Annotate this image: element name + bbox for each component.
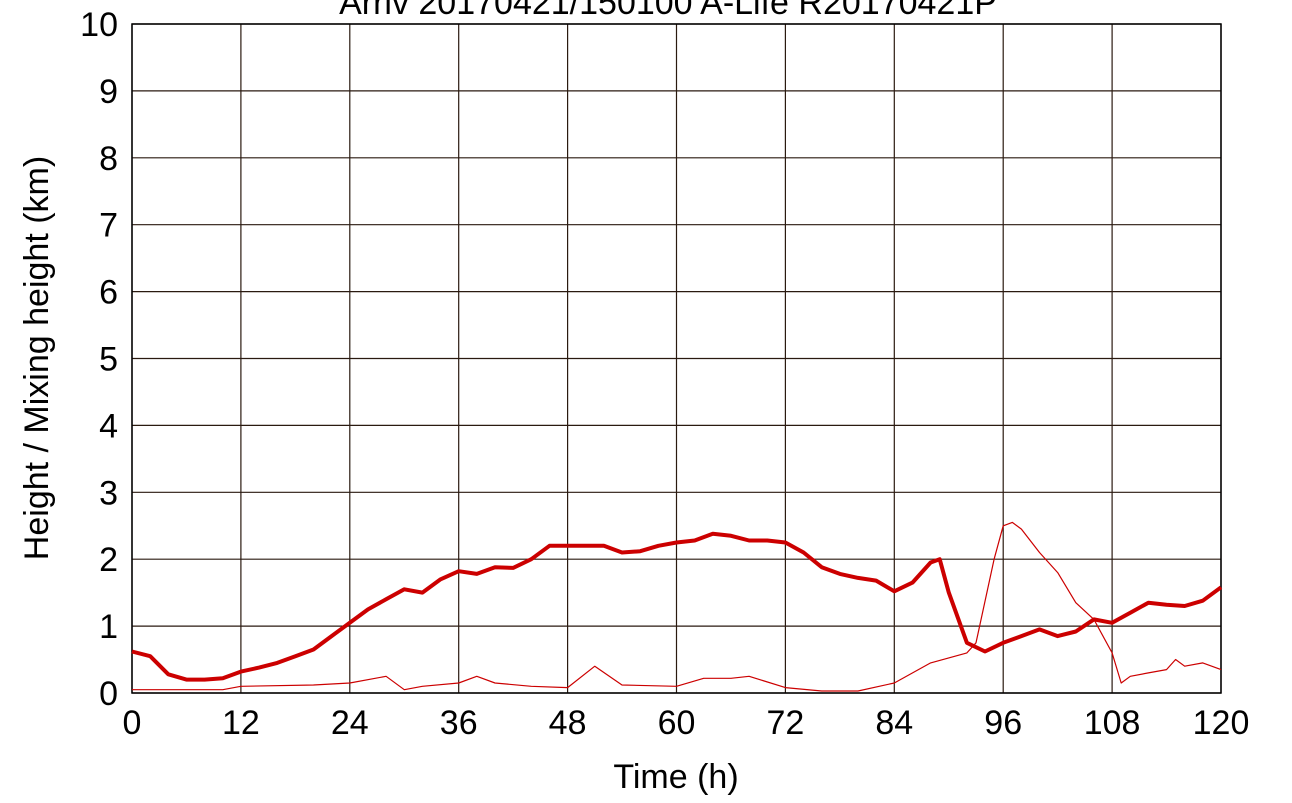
- y-tick-label: 3: [99, 474, 118, 512]
- y-tick-label: 10: [80, 6, 118, 44]
- x-tick-label: 60: [658, 704, 696, 742]
- x-axis-label: Time (h): [613, 758, 738, 796]
- x-tick-label: 36: [440, 704, 478, 742]
- y-tick-label: 8: [99, 140, 118, 178]
- y-tick-label: 1: [99, 608, 118, 646]
- y-tick-label: 9: [99, 73, 118, 111]
- x-tick-label: 12: [222, 704, 260, 742]
- x-tick-label: 96: [984, 704, 1022, 742]
- x-tick-label: 108: [1084, 704, 1141, 742]
- y-tick-label: 7: [99, 207, 118, 245]
- x-tick-label: 120: [1193, 704, 1250, 742]
- y-tick-label: 2: [99, 541, 118, 579]
- x-tick-label: 0: [123, 704, 142, 742]
- y-axis-label: Height / Mixing height (km): [18, 156, 56, 560]
- data-line: [132, 521, 1222, 692]
- x-tick-label: 72: [766, 704, 804, 742]
- chart-title: Arriv 20170421/150100 A-Life R20170421P: [339, 0, 997, 22]
- plot-border: [131, 23, 1222, 694]
- data-line: [131, 531, 1223, 682]
- x-tick-label: 24: [331, 704, 369, 742]
- y-tick-label: 0: [99, 675, 118, 713]
- y-tick-label: 6: [99, 274, 118, 312]
- x-tick-label: 84: [875, 704, 913, 742]
- y-tick-label: 4: [99, 407, 118, 445]
- y-tick-label: 5: [99, 341, 118, 379]
- x-tick-label: 48: [549, 704, 587, 742]
